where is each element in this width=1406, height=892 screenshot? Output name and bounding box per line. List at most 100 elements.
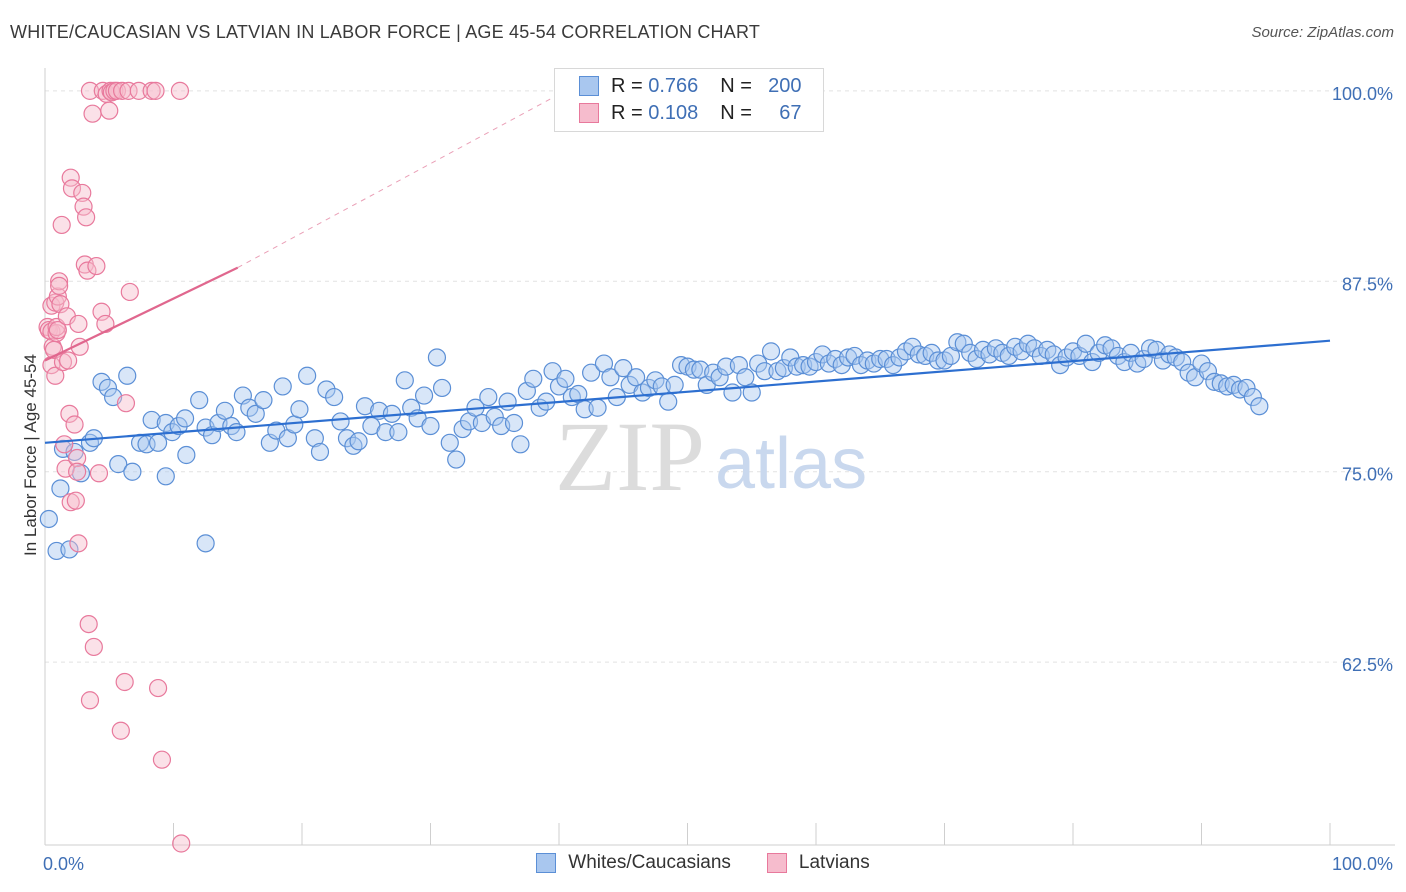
legend-label-latvian: Latvians [798, 852, 870, 873]
white-point-92 [614, 359, 633, 378]
white-point-189 [1237, 378, 1256, 398]
white-point-2 [51, 479, 70, 498]
white-point-82 [549, 377, 569, 396]
white-point-49 [337, 429, 357, 448]
latvian-point-29 [68, 462, 87, 481]
white-point-61 [414, 386, 434, 405]
y-tick-label-2: 75.0% [1342, 465, 1393, 485]
r-value-latvian: 0.108 [648, 101, 699, 124]
legend-label-white: Whites/Caucasians [568, 852, 731, 873]
white-point-63 [427, 348, 447, 367]
r-label-white: R = [611, 74, 643, 97]
white-point-83 [556, 369, 575, 388]
n-value-latvian: 67 [779, 101, 802, 124]
white-point-48 [331, 412, 350, 431]
x-tick-left: 0.0% [43, 854, 84, 874]
white-point-137 [903, 337, 922, 356]
latvian-point-26 [65, 415, 84, 434]
white-point-103 [684, 360, 704, 379]
white-point-145 [954, 334, 973, 353]
white-point-71 [479, 387, 498, 407]
latvian-point-5 [43, 337, 62, 356]
white-point-18 [148, 433, 168, 452]
trend-line-white [44, 339, 1331, 444]
white-point-44 [305, 429, 324, 448]
latvian-point-33 [73, 183, 92, 203]
y-tick-labels: 100.0% 87.5% 75.0% 62.5% [1332, 84, 1393, 675]
white-point-22 [169, 416, 188, 436]
latvian-point-9 [47, 323, 66, 343]
latvian-point-58 [119, 81, 138, 100]
white-point-90 [601, 368, 620, 387]
latvian-point-13 [50, 272, 69, 291]
white-point-168 [1102, 339, 1121, 358]
white-point-94 [626, 368, 646, 387]
white-point-190 [1243, 387, 1263, 407]
white-point-23 [175, 409, 195, 428]
white-point-174 [1140, 339, 1160, 358]
latvian-point-66 [172, 834, 191, 853]
white-point-67 [453, 419, 472, 439]
legend-item-latvian[interactable]: Latvians [766, 852, 870, 874]
white-point-43 [298, 366, 317, 385]
white-point-76 [511, 435, 530, 454]
trend-line-latvian-extension [237, 90, 566, 269]
latvian-point-21 [59, 351, 78, 370]
white-point-57 [389, 423, 408, 442]
chart-title: WHITE/CAUCASIAN VS LATVIAN IN LABOR FORC… [10, 22, 761, 42]
latvian-point-25 [62, 179, 82, 198]
white-point-78 [524, 369, 543, 388]
white-point-87 [582, 363, 601, 382]
white-point-36 [254, 391, 273, 410]
white-point-10 [98, 378, 118, 398]
white-point-35 [246, 404, 265, 423]
latvian-point-49 [100, 101, 119, 120]
n-value-white: 200 [768, 74, 802, 97]
latvian-point-34 [74, 197, 93, 216]
white-point-165 [1083, 352, 1102, 372]
white-point-115 [761, 342, 781, 361]
latvian-point-27 [66, 491, 85, 510]
latvian-point-61 [142, 81, 161, 100]
latvian-point-41 [83, 104, 102, 123]
latvian-swatch [579, 103, 599, 123]
white-point-100 [665, 375, 684, 394]
y-tick-label-0: 100.0% [1332, 84, 1393, 104]
white-point-109 [723, 383, 742, 402]
latvian-point-37 [78, 261, 97, 280]
latvian-swatch-bottom [766, 853, 787, 873]
watermark-zip: ZIP [555, 401, 705, 512]
white-swatch-bottom [536, 853, 557, 873]
series-white-points [39, 333, 1269, 561]
latvian-point-19 [56, 459, 75, 478]
white-point-46 [317, 380, 336, 399]
white-point-47 [325, 387, 344, 407]
n-label-white: N = [720, 74, 752, 97]
white-point-72 [485, 407, 504, 426]
latvian-point-42 [84, 637, 103, 657]
x-tick-right: 100.0% [1332, 854, 1393, 874]
white-point-112 [742, 383, 761, 402]
legend-row-white: R = 0.766 N = 200 [579, 73, 802, 99]
white-point-20 [156, 467, 175, 486]
latvian-point-43 [87, 256, 106, 276]
white-point-75 [504, 413, 524, 433]
white-point-85 [569, 384, 588, 404]
white-point-144 [948, 333, 967, 352]
correlation-legend: R = 0.766 N = 200 R = 0.108 N = 67 [554, 68, 824, 132]
white-point-119 [787, 357, 806, 376]
latvian-point-12 [48, 320, 67, 340]
white-point-13 [118, 366, 137, 385]
white-point-113 [749, 354, 768, 373]
latvian-point-54 [111, 721, 130, 740]
latvian-point-18 [55, 435, 74, 454]
latvian-point-7 [46, 366, 65, 385]
legend-item-white[interactable]: Whites/Caucasians [536, 852, 731, 874]
white-point-52 [355, 397, 375, 416]
white-point-111 [736, 368, 755, 387]
white-point-14 [123, 462, 142, 481]
white-point-24 [177, 445, 196, 465]
latvian-point-14 [50, 276, 69, 295]
white-point-62 [421, 416, 440, 436]
